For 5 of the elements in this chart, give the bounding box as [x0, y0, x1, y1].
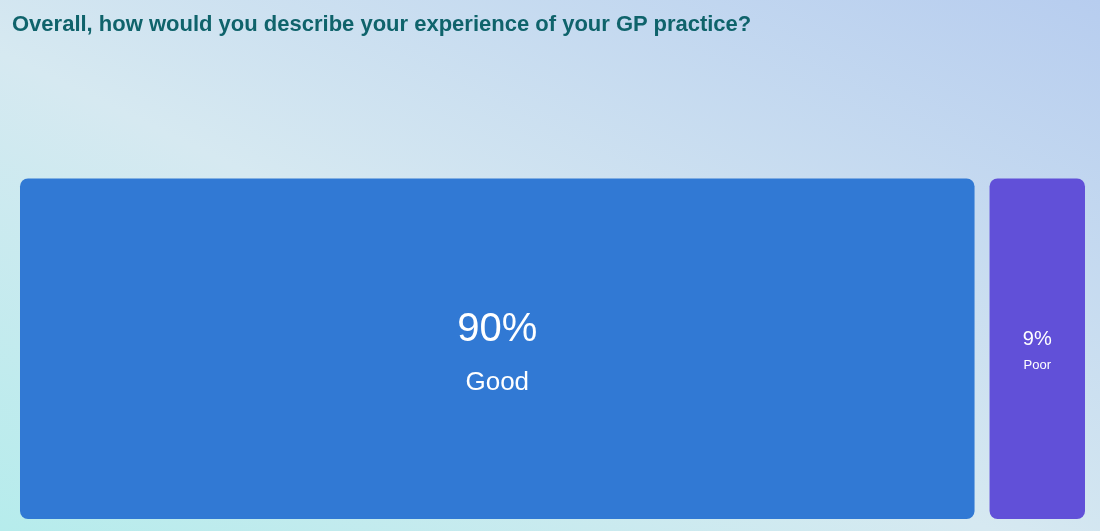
- category-label: Good: [465, 365, 530, 396]
- category-label: Poor: [1023, 357, 1052, 373]
- data-label: 90%: [457, 304, 538, 349]
- data-label: 9%: [1022, 326, 1052, 349]
- text: Overall, how would you describe your experience of your GP practice?: [12, 11, 752, 37]
